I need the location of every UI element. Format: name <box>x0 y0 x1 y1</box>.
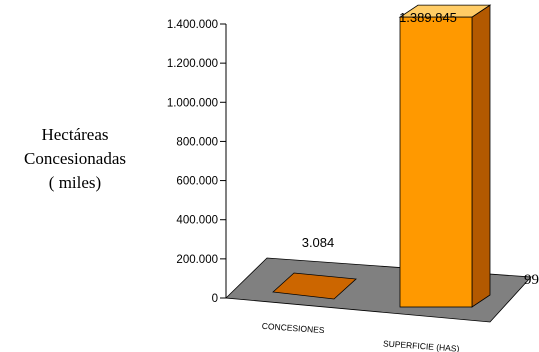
y-axis-title-line-2: Concesionadas <box>24 149 126 168</box>
category-label-concesiones: CONCESIONES <box>262 321 326 335</box>
y-axis-title-line-3: ( miles) <box>48 173 102 192</box>
category-label-superficie: SUPERFICIE (HAS) <box>383 338 460 352</box>
y-axis-title-line-1: Hectáreas <box>41 125 109 144</box>
y-tick-label: 1.200.000 <box>167 58 218 70</box>
clipped-data-label: 99 <box>524 272 539 288</box>
labels-layer: 3.084 1.389.845 99 CONCESIONES SUPERFICIE (H… <box>262 10 539 352</box>
bar-superficie-front <box>399 16 473 308</box>
y-tick-label: 800.000 <box>176 136 218 148</box>
y-axis: 1.400.000 1.200.000 1.000.000 800.000 600.00… <box>167 19 227 305</box>
y-axis-title: Hectáreas Concesionadas ( miles) <box>0 123 150 195</box>
y-tick-label: 0 <box>212 293 218 305</box>
data-label-concesiones: 3.084 <box>302 235 335 250</box>
y-tick-label: 400.000 <box>176 215 218 227</box>
y-tick-label: 1.400.000 <box>167 19 218 31</box>
bar-concesiones <box>272 272 357 300</box>
bar-superficie-side <box>471 4 491 308</box>
y-tick-label: 1.000.000 <box>167 97 218 109</box>
data-label-superficie: 1.389.845 <box>399 10 457 25</box>
y-tick-label: 600.000 <box>176 176 218 188</box>
y-tick-label: 200.000 <box>176 254 218 266</box>
bars-layer <box>272 4 492 308</box>
